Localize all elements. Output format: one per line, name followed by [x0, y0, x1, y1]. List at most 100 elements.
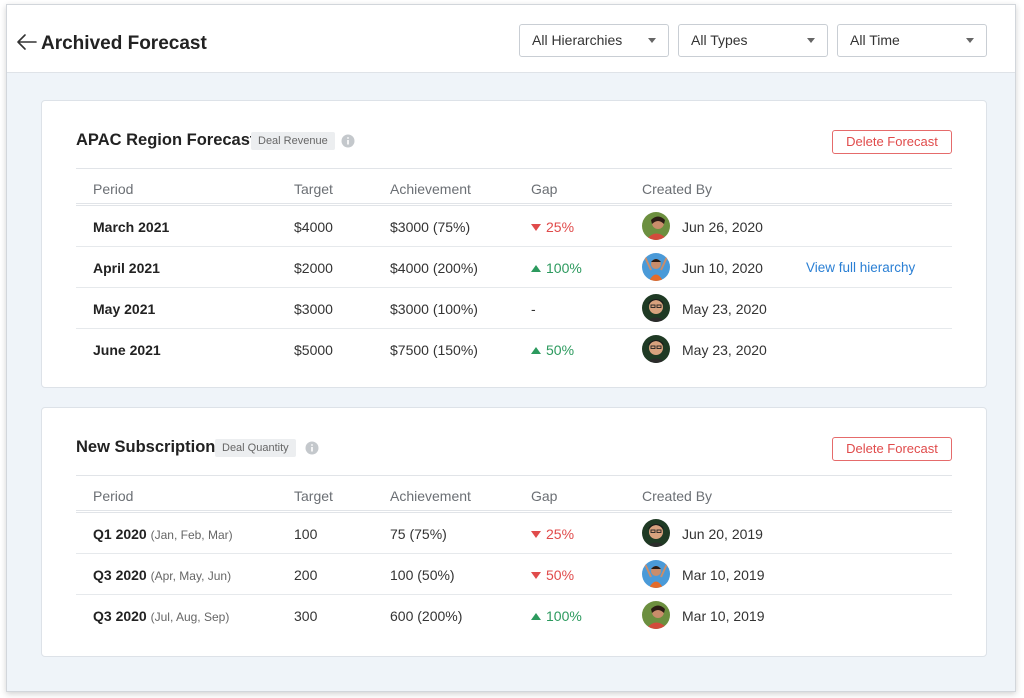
achievement-cell: 100 (50%)	[390, 567, 455, 583]
table-row: March 2021 $4000 $3000 (75%) 25% Jun 26, 202…	[76, 206, 952, 247]
arrow-up-icon	[531, 347, 541, 354]
period-cell: June 2021	[93, 342, 161, 358]
table-row: Q3 2020 (Apr, May, Jun) 200 100 (50%) 50% Ma…	[76, 554, 952, 595]
type-filter-value: All Types	[691, 32, 748, 48]
period-label: Q3 2020	[93, 608, 147, 624]
avatar[interactable]	[642, 560, 670, 588]
table-row: April 2021 $2000 $4000 (200%) 100% Jun 10, 2…	[76, 247, 952, 288]
avatar[interactable]	[642, 294, 670, 322]
period-cell: May 2021	[93, 301, 155, 317]
avatar[interactable]	[642, 335, 670, 363]
period-label: June 2021	[93, 342, 161, 358]
chevron-down-icon	[966, 38, 974, 43]
achievement-cell: $4000 (200%)	[390, 260, 478, 276]
arrow-down-icon	[531, 224, 541, 231]
chevron-down-icon	[807, 38, 815, 43]
gap-text: 25%	[546, 526, 575, 542]
created-date: Jun 10, 2020	[682, 260, 763, 276]
arrow-up-icon	[531, 613, 541, 620]
target-cell: $5000	[294, 342, 333, 358]
delete-forecast-button[interactable]: Delete Forecast	[832, 130, 952, 154]
type-filter-dropdown[interactable]: All Types	[678, 24, 828, 57]
gap-value: 100%	[531, 608, 582, 624]
gap-value: 100%	[531, 260, 582, 276]
column-header-target: Target	[294, 181, 333, 197]
info-icon[interactable]	[341, 134, 355, 148]
gap-text: 25%	[546, 219, 575, 235]
card-title: New Subscription	[76, 438, 216, 456]
period-cell: Q3 2020 (Apr, May, Jun)	[93, 567, 231, 583]
achievement-cell: $3000 (75%)	[390, 219, 471, 235]
column-header-period: Period	[93, 488, 134, 504]
achievement-cell: $3000 (100%)	[390, 301, 478, 317]
arrow-down-icon	[531, 572, 541, 579]
gap-value: 50%	[531, 567, 574, 583]
period-label: March 2021	[93, 219, 170, 235]
time-filter-value: All Time	[850, 32, 900, 48]
avatar[interactable]	[642, 253, 670, 281]
info-icon[interactable]	[305, 441, 319, 455]
column-header-gap: Gap	[531, 181, 558, 197]
period-label: Q1 2020	[93, 526, 147, 542]
column-header-target: Target	[294, 488, 333, 504]
achievement-cell: 600 (200%)	[390, 608, 463, 624]
period-months: (Jul, Aug, Sep)	[150, 610, 230, 624]
period-months: (Jan, Feb, Mar)	[150, 528, 233, 542]
period-label: May 2021	[93, 301, 156, 317]
period-label: Q3 2020	[93, 567, 147, 583]
table-header: Period Target Achievement Gap Created By	[76, 168, 952, 206]
created-date: May 23, 2020	[682, 301, 767, 317]
gap-text: 100%	[546, 260, 582, 276]
view-full-hierarchy-link[interactable]: View full hierarchy	[806, 260, 916, 275]
created-date: Jun 20, 2019	[682, 526, 763, 542]
column-header-created-by: Created By	[642, 181, 713, 197]
forecast-table: Period Target Achievement Gap Created By…	[76, 475, 952, 636]
period-cell: Q1 2020 (Jan, Feb, Mar)	[93, 526, 233, 542]
back-arrow-icon[interactable]	[16, 32, 38, 52]
period-cell: Q3 2020 (Jul, Aug, Sep)	[93, 608, 229, 624]
achievement-cell: $7500 (150%)	[390, 342, 478, 358]
delete-forecast-button[interactable]: Delete Forecast	[832, 437, 952, 461]
gap-text: 100%	[546, 608, 582, 624]
time-filter-dropdown[interactable]: All Time	[837, 24, 987, 57]
chevron-down-icon	[648, 38, 656, 43]
created-date: Jun 26, 2020	[682, 219, 763, 235]
target-cell: 100	[294, 526, 318, 542]
table-row: June 2021 $5000 $7500 (150%) 50% May 23, 202…	[76, 329, 952, 370]
page-title: Archived Forecast	[41, 33, 207, 54]
table-row: May 2021 $3000 $3000 (100%) - May 23, 2020	[76, 288, 952, 329]
gap-value: -	[531, 301, 536, 317]
forecast-card: APAC Region Forecast Deal Revenue Delete…	[41, 100, 987, 388]
column-header-created-by: Created By	[642, 488, 713, 504]
table-row: Q1 2020 (Jan, Feb, Mar) 100 75 (75%) 25% Jun…	[76, 513, 952, 554]
gap-text: 50%	[546, 342, 575, 358]
card-title: APAC Region Forecast	[76, 131, 256, 149]
target-cell: $4000	[294, 219, 333, 235]
table-body: March 2021 $4000 $3000 (75%) 25% Jun 26, 202…	[76, 206, 952, 370]
column-header-achievement: Achievement	[390, 488, 471, 504]
forecast-type-badge: Deal Revenue	[251, 132, 335, 150]
gap-value: 25%	[531, 219, 574, 235]
hierarchy-filter-dropdown[interactable]: All Hierarchies	[519, 24, 669, 57]
period-months: (Apr, May, Jun)	[150, 569, 232, 583]
forecast-type-badge: Deal Quantity	[215, 439, 296, 457]
column-header-achievement: Achievement	[390, 181, 471, 197]
column-header-gap: Gap	[531, 488, 558, 504]
gap-value: 25%	[531, 526, 574, 542]
table-header: Period Target Achievement Gap Created By	[76, 475, 952, 513]
target-cell: 300	[294, 608, 318, 624]
created-date: Mar 10, 2019	[682, 567, 765, 583]
created-date: May 23, 2020	[682, 342, 767, 358]
avatar[interactable]	[642, 519, 670, 547]
forecast-table: Period Target Achievement Gap Created By…	[76, 168, 952, 370]
avatar[interactable]	[642, 601, 670, 629]
app-window: Archived Forecast All Hierarchies All Ty…	[6, 4, 1016, 692]
arrow-up-icon	[531, 265, 541, 272]
period-cell: April 2021	[93, 260, 160, 276]
hierarchy-filter-value: All Hierarchies	[532, 32, 623, 48]
target-cell: $2000	[294, 260, 333, 276]
top-bar: Archived Forecast All Hierarchies All Ty…	[7, 5, 1015, 73]
target-cell: $3000	[294, 301, 333, 317]
gap-text: 50%	[546, 567, 575, 583]
avatar[interactable]	[642, 212, 670, 240]
